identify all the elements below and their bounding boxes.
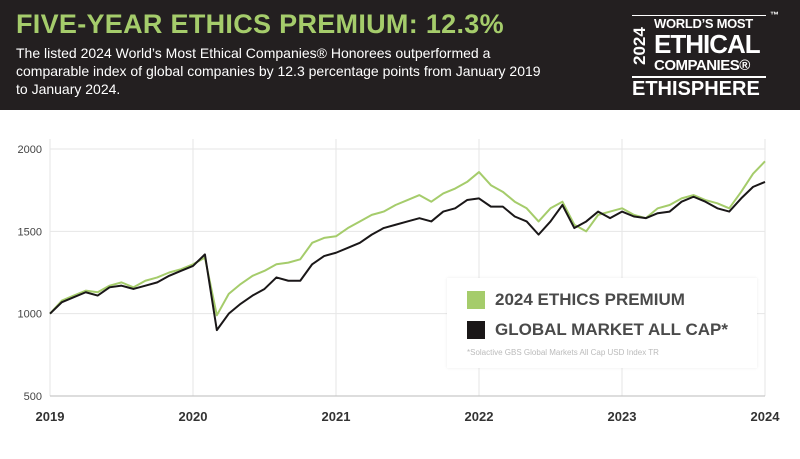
y-tick-label: 1000 (18, 309, 42, 321)
legend-label-global: GLOBAL MARKET ALL CAP* (495, 320, 728, 339)
legend-item-ethics: 2024 ETHICS PREMIUM (467, 290, 685, 310)
logo-line3: COMPANIES® (654, 57, 750, 74)
logo-tm: ™ (770, 10, 779, 20)
y-tick-label: 500 (24, 391, 42, 403)
logo-line4: ETHISPHERE (632, 76, 766, 100)
x-tick-label: 2020 (179, 409, 208, 424)
subtitle: The listed 2024 World’s Most Ethical Com… (16, 45, 541, 97)
legend-swatch-global (467, 321, 485, 339)
x-tick-label: 2024 (751, 409, 781, 424)
legend-item-global: GLOBAL MARKET ALL CAP* (467, 320, 728, 340)
logo-line2: ETHICAL (654, 29, 761, 59)
legend-swatch-ethics (467, 291, 485, 309)
logo-line1: WORLD’S MOST (654, 16, 753, 31)
ethisphere-logo: 2024 WORLD’S MOST ETHICAL COMPANIES® ETH… (630, 10, 779, 100)
legend-label-ethics: 2024 ETHICS PREMIUM (495, 290, 685, 309)
logo-year: 2024 (630, 27, 649, 65)
y-tick-label: 1500 (18, 226, 42, 238)
x-tick-label: 2021 (322, 409, 351, 424)
x-tick-label: 2019 (36, 409, 65, 424)
header: FIVE-YEAR ETHICS PREMIUM: 12.3% The list… (0, 0, 800, 110)
x-tick-label: 2023 (608, 409, 637, 424)
x-tick-label: 2022 (465, 409, 494, 424)
logo-rule (632, 15, 766, 16)
line-chart: 500 1000 1500 2000 2019 2020 2021 2022 2023 2024 (18, 139, 781, 424)
footnote: *Solactive GBS Global Markets All Cap US… (467, 348, 659, 357)
legend: 2024 ETHICS PREMIUM GLOBAL MARKET ALL CA… (447, 278, 757, 368)
y-tick-label: 2000 (18, 144, 42, 156)
page-title: FIVE-YEAR ETHICS PREMIUM: 12.3% (16, 9, 504, 39)
series-line-global (49, 181, 766, 332)
